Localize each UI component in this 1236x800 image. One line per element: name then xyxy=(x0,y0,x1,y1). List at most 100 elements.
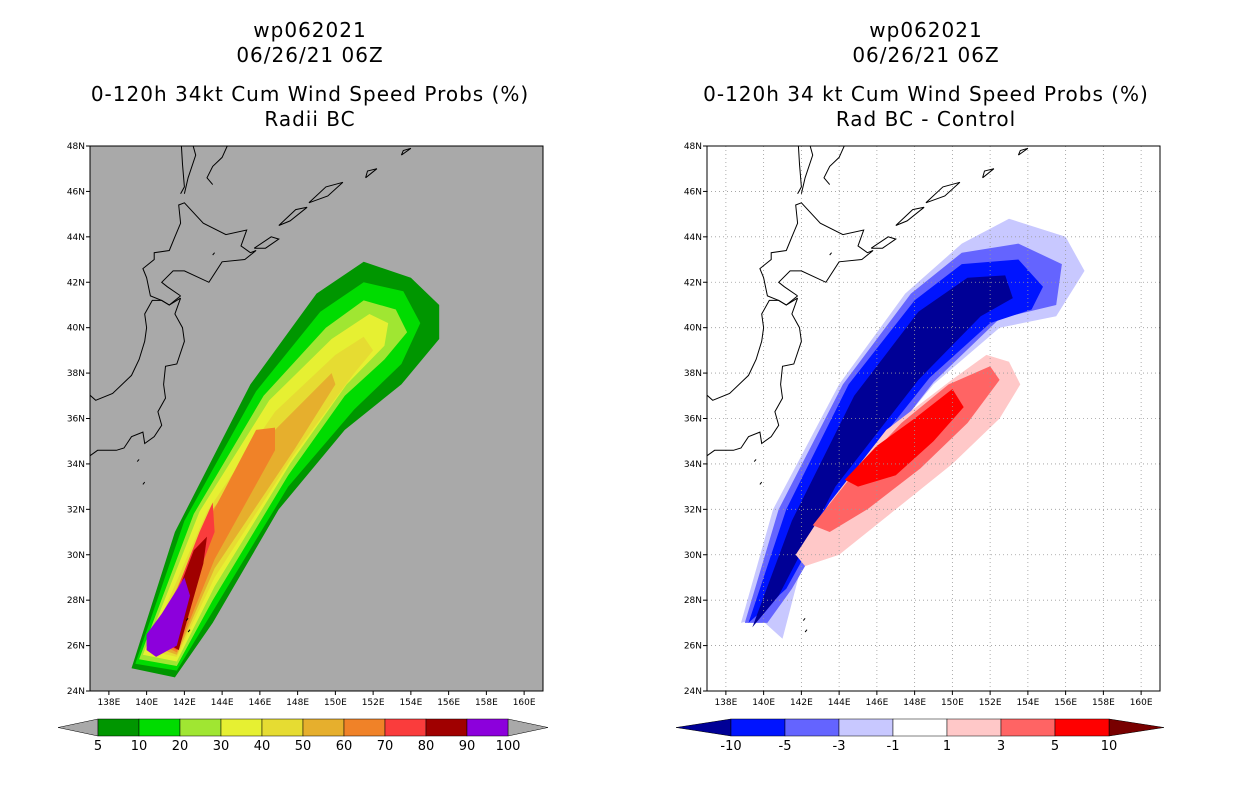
right-coast-segment-14 xyxy=(804,629,808,633)
right-coast-segment-1 xyxy=(707,297,802,457)
right-ytick-label-1: 26N xyxy=(684,642,702,652)
left-ytick-label-4: 32N xyxy=(67,505,85,515)
right-ytick-label-10: 44N xyxy=(684,233,702,243)
right-xtick-label-7: 152E xyxy=(979,698,1002,708)
right-title-subtitle: Rad BC - Control xyxy=(835,107,1017,131)
left-colorbar-label-3: 30 xyxy=(213,739,230,754)
right-colorbar-label-0: -10 xyxy=(720,739,741,754)
right-xtick-label-0: 138E xyxy=(714,698,737,708)
left-xtick-label-8: 154E xyxy=(399,698,422,708)
left-colorbar-box-7 xyxy=(384,718,427,737)
left-colorbar-label-4: 40 xyxy=(254,739,271,754)
left-xtick-label-1: 140E xyxy=(135,698,158,708)
left-ytick-label-11: 46N xyxy=(67,187,85,197)
left-probability-contours xyxy=(131,261,440,678)
left-coast-segment-15 xyxy=(212,252,215,256)
left-colorbar: 5 10 20 30 40 50 60 70 80 90 100 xyxy=(57,718,549,754)
right-colorbar-box-2 xyxy=(838,718,894,737)
left-colorbar-box-1 xyxy=(138,718,181,737)
right-xtick-label-10: 158E xyxy=(1092,698,1115,708)
left-ytick-label-12: 48N xyxy=(67,142,85,152)
left-coast-segment-14 xyxy=(187,629,191,633)
right-title-storm: wp062021 xyxy=(869,18,983,42)
left-coast-segment-0 xyxy=(142,202,257,306)
left-ytick-label-2: 28N xyxy=(67,596,85,606)
left-ytick-label-8: 40N xyxy=(67,324,85,334)
left-coast-segment-13 xyxy=(185,617,189,621)
right-colorbar-label-2: -3 xyxy=(833,739,846,754)
right-colorbar-label-1: -5 xyxy=(779,739,792,754)
left-coast-segment-7 xyxy=(308,181,344,204)
left-title-subtitle: Radii BC xyxy=(264,107,356,131)
right-title: wp062021 06/26/21 06Z 0-120h 34 kt Cum W… xyxy=(676,18,1176,132)
left-ytick-label-10: 44N xyxy=(67,233,85,243)
left-colorbar-box-8 xyxy=(425,718,468,737)
right-ytick-label-11: 46N xyxy=(684,187,702,197)
left-colorbar-box-9 xyxy=(466,718,509,737)
right-coast-segment-11 xyxy=(753,459,757,462)
right-ytick-label-7: 38N xyxy=(684,369,702,379)
left-coast-segment-5 xyxy=(253,236,280,249)
right-coast-segment-10 xyxy=(1043,132,1047,137)
left-coast-segment-3 xyxy=(180,146,185,194)
left-colorbar-label-5: 50 xyxy=(295,739,312,754)
right-ytick-label-9: 42N xyxy=(684,278,702,288)
right-xtick-label-2: 142E xyxy=(790,698,813,708)
left-colorbar-label-1: 10 xyxy=(131,739,148,754)
right-colorbar-box-5 xyxy=(1000,718,1056,737)
right-difference-contours xyxy=(741,218,1085,639)
left-map: 138E 140E 142E 144E 146E 148E 150E 152E 154E 156E… xyxy=(67,142,544,708)
right-colorbar-label-5: 3 xyxy=(997,739,1005,754)
right-colorbar-box-4 xyxy=(946,718,1002,737)
right-colorbar-box-6 xyxy=(1054,718,1110,737)
left-title-storm: wp062021 xyxy=(253,18,367,42)
left-colorbar-label-8: 80 xyxy=(418,739,435,754)
left-coast-segment-6 xyxy=(278,206,308,226)
left-colorbar-label-7: 70 xyxy=(377,739,394,754)
right-coast-segment-6 xyxy=(895,206,925,226)
right-coast-segment-12 xyxy=(759,481,763,485)
left-colorbar-box-6 xyxy=(343,718,386,737)
left-title: wp062021 06/26/21 06Z 0-120h 34kt Cum Wi… xyxy=(60,18,560,132)
left-xtick-label-0: 138E xyxy=(97,698,120,708)
left-colorbar-label-2: 20 xyxy=(172,739,189,754)
left-ytick-label-7: 38N xyxy=(67,369,85,379)
left-y-axis: 24N 26N 28N 30N 32N 34N 36N 38N 40N 42N 44N 46N 48N xyxy=(67,142,90,697)
left-colorbar-box-0 xyxy=(97,718,140,737)
left-ytick-label-6: 36N xyxy=(67,415,85,425)
right-colorbar-label-6: 5 xyxy=(1051,739,1059,754)
right-coastline xyxy=(707,132,1047,633)
left-xtick-label-7: 152E xyxy=(362,698,385,708)
right-band-0 xyxy=(741,218,1085,639)
right-title-product: 0-120h 34 kt Cum Wind Speed Probs (%) xyxy=(703,82,1149,106)
left-colorbar-box-2 xyxy=(179,718,222,737)
left-x-axis: 138E 140E 142E 144E 146E 148E 150E 152E 154E 156E… xyxy=(97,691,536,708)
left-xtick-label-5: 148E xyxy=(286,698,309,708)
right-coast-segment-8 xyxy=(982,168,995,179)
right-coast-segment-0 xyxy=(759,202,874,306)
right-gridlines xyxy=(707,146,1160,691)
right-coast-segment-7 xyxy=(925,181,961,204)
right-ytick-label-5: 34N xyxy=(684,460,702,470)
left-ytick-label-9: 42N xyxy=(67,278,85,288)
right-colorbar-label-4: 1 xyxy=(943,739,951,754)
right-colorbar-over-triangle xyxy=(1108,718,1165,737)
left-xtick-label-4: 146E xyxy=(248,698,271,708)
right-colorbar-box-1 xyxy=(784,718,840,737)
left-colorbar-label-9: 90 xyxy=(459,739,476,754)
left-title-time: 06/26/21 06Z xyxy=(236,43,384,67)
left-xtick-label-10: 158E xyxy=(475,698,498,708)
left-xtick-label-6: 150E xyxy=(324,698,347,708)
left-coast-segment-9 xyxy=(400,147,412,156)
right-colorbar: -10 -5 -3 -1 1 3 5 10 xyxy=(675,718,1165,754)
right-coast-segment-13 xyxy=(802,617,806,621)
right-colorbar-under-triangle xyxy=(675,718,732,737)
left-coast-segment-4 xyxy=(206,146,228,185)
left-title-product: 0-120h 34kt Cum Wind Speed Probs (%) xyxy=(90,82,530,106)
left-xtick-label-3: 144E xyxy=(211,698,234,708)
right-colorbar-label-3: -1 xyxy=(887,739,900,754)
right-ytick-label-4: 32N xyxy=(684,505,702,515)
left-coast-segment-8 xyxy=(365,168,378,179)
left-ytick-label-0: 24N xyxy=(67,687,85,697)
right-xtick-label-11: 160E xyxy=(1130,698,1153,708)
